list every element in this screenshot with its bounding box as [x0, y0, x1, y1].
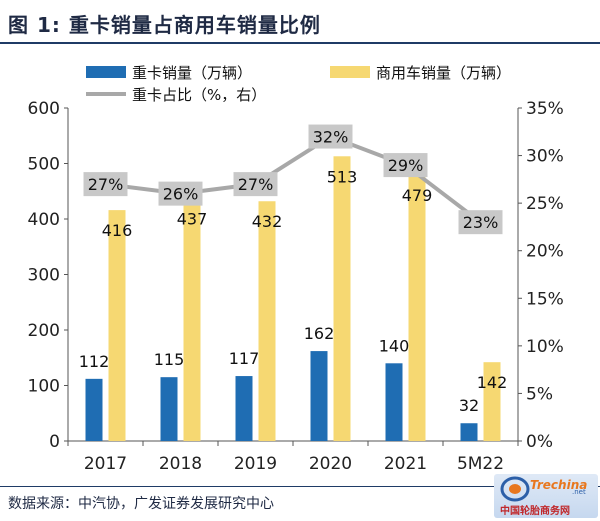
label-heavy-truck: 117	[229, 349, 260, 368]
bar-heavy-truck	[386, 363, 403, 441]
bar-commercial	[409, 175, 426, 441]
label-heavy-truck: 140	[379, 336, 410, 355]
chart-title: 图 1: 重卡销量占商用车销量比例	[8, 9, 321, 38]
tire-logo-icon	[500, 476, 530, 502]
watermark-logo: Trechina .net 中国轮胎商务网	[494, 474, 598, 518]
y-left-tick-label: 400	[28, 210, 60, 230]
axes: 0 100 200 300 400 500 600 0% 5% 10% 15% 20% 25% 30% 35…	[28, 99, 564, 474]
legend-label: 重卡占比（%，右）	[132, 86, 266, 104]
y-right-tick-label: 25%	[526, 194, 564, 214]
y-right-tick-label: 0%	[526, 432, 553, 452]
legend-label: 商用车销量（万辆）	[376, 64, 511, 82]
data-labels: 112 115 117 162 140 32 416 437 432 513 479 142 27% 26…	[79, 125, 508, 416]
label-commercial: 513	[327, 167, 358, 186]
y-right-tick-label: 10%	[526, 337, 564, 357]
watermark-text-net: .net	[572, 488, 586, 496]
combo-chart: 重卡销量（万辆） 商用车销量（万辆） 重卡占比（%，右） 0 100 200 300 400…	[0, 44, 600, 484]
legend: 重卡销量（万辆） 商用车销量（万辆） 重卡占比（%，右）	[86, 64, 511, 104]
x-tick-label: 2021	[384, 454, 427, 474]
x-tick-label: 2020	[309, 454, 352, 474]
legend-swatch	[86, 66, 126, 78]
share-label: 29%	[388, 156, 424, 175]
y-right-tick-label: 30%	[526, 147, 564, 167]
x-tick-label: 2019	[234, 454, 277, 474]
share-label: 27%	[88, 175, 124, 194]
bar-commercial	[109, 210, 126, 441]
x-tick-label: 2017	[84, 454, 127, 474]
bar-commercial	[334, 156, 351, 441]
y-right-tick-label: 35%	[526, 99, 564, 119]
y-right-tick-label: 5%	[526, 384, 553, 404]
bar-heavy-truck	[311, 351, 328, 441]
share-label: 32%	[313, 128, 349, 147]
label-commercial: 437	[177, 209, 208, 228]
label-heavy-truck: 112	[79, 352, 110, 371]
share-label: 27%	[238, 175, 274, 194]
label-commercial: 142	[477, 373, 508, 392]
legend-swatch	[330, 66, 370, 78]
y-right-tick-label: 20%	[526, 242, 564, 262]
label-commercial: 479	[402, 186, 433, 205]
bar-heavy-truck	[86, 379, 103, 441]
bar-heavy-truck	[161, 377, 178, 441]
bar-heavy-truck	[236, 376, 253, 441]
legend-label: 重卡销量（万辆）	[132, 64, 252, 82]
bar-heavy-truck	[461, 423, 478, 441]
share-label: 26%	[163, 185, 199, 204]
y-left-tick-label: 600	[28, 99, 60, 119]
bar-commercial	[184, 198, 201, 441]
y-right-tick-label: 15%	[526, 289, 564, 309]
x-tick-label: 2018	[159, 454, 202, 474]
y-left-tick-label: 300	[28, 266, 60, 286]
y-left-tick-label: 0	[49, 432, 60, 452]
title-bar: 图 1: 重卡销量占商用车销量比例	[0, 0, 600, 44]
label-heavy-truck: 32	[459, 396, 479, 415]
source-note: 数据来源：中汽协，广发证券发展研究中心	[8, 493, 274, 513]
share-label: 23%	[463, 213, 499, 232]
y-left-tick-label: 200	[28, 321, 60, 341]
label-heavy-truck: 115	[154, 350, 185, 369]
bars	[86, 156, 501, 441]
y-left-tick-label: 100	[28, 377, 60, 397]
bar-commercial	[259, 201, 276, 441]
label-heavy-truck: 162	[304, 324, 335, 343]
watermark-text-cn: 中国轮胎商务网	[500, 502, 570, 517]
y-left-tick-label: 500	[28, 155, 60, 175]
x-tick-label: 5M22	[457, 454, 504, 474]
label-commercial: 432	[252, 212, 283, 231]
label-commercial: 416	[102, 221, 133, 240]
